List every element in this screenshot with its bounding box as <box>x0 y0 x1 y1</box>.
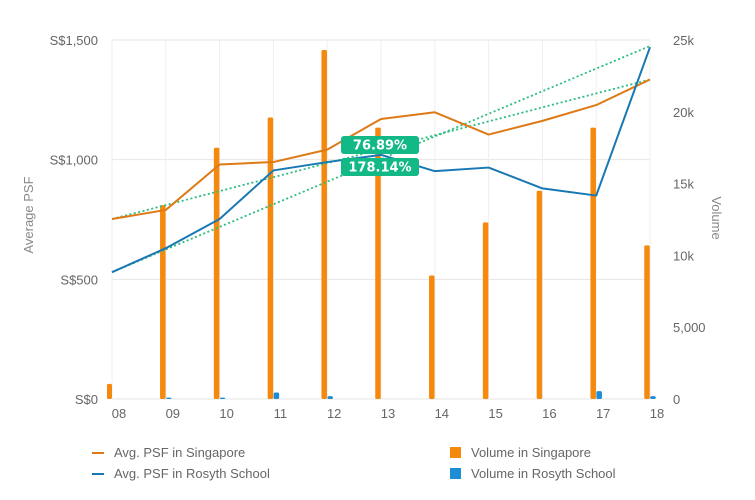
right-axis-tick-label: 10k <box>673 248 694 263</box>
lines-layer <box>111 46 651 274</box>
legend-label: Avg. PSF in Singapore <box>114 445 246 460</box>
bar <box>160 205 166 399</box>
x-axis-tick-label: 10 <box>219 406 233 421</box>
bar <box>213 147 220 399</box>
bar <box>219 397 226 399</box>
left-axis-tick-label: S$1,500 <box>50 33 98 48</box>
bar <box>482 222 489 399</box>
right-axis-ticks: 0 5,000 10k 15k 20k 25k <box>673 33 706 407</box>
legend-item-avg-psf-rosyth[interactable]: Avg. PSF in Rosyth School <box>92 466 270 481</box>
right-axis-title: Volume <box>709 196 724 239</box>
bar <box>596 391 602 399</box>
legend-swatch <box>450 447 461 458</box>
trend-badge-label: 178.14% <box>348 161 411 176</box>
bar <box>166 397 172 399</box>
bar <box>273 392 280 399</box>
trendlines-layer <box>111 45 651 273</box>
x-axis-tick-label: 13 <box>381 406 395 421</box>
x-gridlines <box>111 40 651 399</box>
trend-badge <box>341 136 419 154</box>
bar <box>375 127 381 399</box>
bar <box>644 245 650 399</box>
series-line <box>111 46 651 274</box>
left-axis-tick-label: S$1,000 <box>50 153 98 168</box>
x-axis-tick-label: 09 <box>166 406 180 421</box>
right-axis-tick-label: 15k <box>673 177 694 192</box>
x-axis-tick-label: 11 <box>274 406 288 421</box>
x-axis-tick-label: 15 <box>488 406 502 421</box>
x-axis-tick-label: 12 <box>327 406 341 421</box>
right-axis-tick-label: 20k <box>673 105 694 120</box>
x-axis-ticks: 08 09 10 11 12 13 14 15 16 17 18 <box>112 406 664 421</box>
legend-label: Volume in Rosyth School <box>471 466 616 481</box>
x-axis-tick-label: 18 <box>650 406 664 421</box>
right-axis-tick-label: 5,000 <box>673 320 706 335</box>
legend-label: Volume in Singapore <box>471 445 591 460</box>
bar <box>536 190 543 399</box>
right-axis-tick-label: 25k <box>673 33 694 48</box>
x-axis-tick-label: 16 <box>542 406 556 421</box>
trend-badge <box>341 158 419 176</box>
bar <box>650 396 656 399</box>
badges-layer: 76.89% 178.14% <box>341 136 419 176</box>
x-axis-tick-label: 14 <box>435 406 449 421</box>
chart-canvas: 76.89% 178.14% S$0 S$500 S$1,000 S$1,500 0 5,… <box>21 33 724 421</box>
legend-item-avg-psf-singapore[interactable]: Avg. PSF in Singapore <box>92 445 245 460</box>
series-line <box>111 78 651 221</box>
bar <box>107 383 112 399</box>
left-axis-title: Average PSF <box>21 176 36 253</box>
legend-label: Avg. PSF in Rosyth School <box>114 466 270 481</box>
bar <box>321 50 327 399</box>
bar <box>267 117 274 399</box>
trendline <box>111 45 651 273</box>
legend-swatch <box>450 468 461 479</box>
legend-item-volume-singapore[interactable]: Volume in Singapore <box>450 445 591 460</box>
right-axis-tick-label: 0 <box>673 392 680 407</box>
x-axis-tick-label: 08 <box>112 406 126 421</box>
left-axis-ticks: S$0 S$500 S$1,000 S$1,500 <box>50 33 98 407</box>
legend: Avg. PSF in Singapore Avg. PSF in Rosyth… <box>0 438 755 488</box>
left-axis-tick-label: S$0 <box>75 392 98 407</box>
left-axis-tick-label: S$500 <box>60 272 98 287</box>
legend-swatch <box>92 472 104 475</box>
x-axis-tick-label: 17 <box>596 406 610 421</box>
trend-badge-label: 76.89% <box>353 139 407 154</box>
legend-item-volume-rosyth[interactable]: Volume in Rosyth School <box>450 466 616 481</box>
bar <box>327 396 333 399</box>
legend-swatch <box>92 451 104 454</box>
bar <box>429 275 435 399</box>
bar <box>590 127 596 399</box>
